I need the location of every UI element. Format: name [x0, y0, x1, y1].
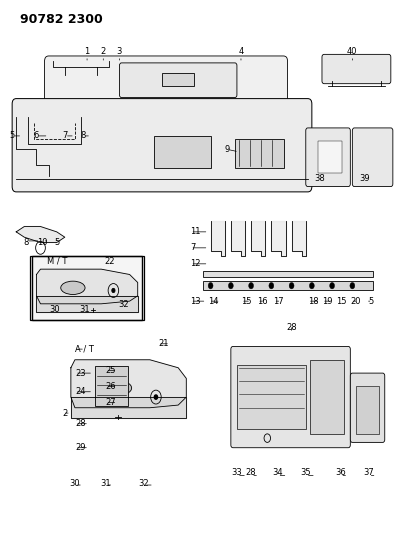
Polygon shape [292, 221, 306, 256]
Text: 15: 15 [336, 297, 347, 305]
FancyBboxPatch shape [352, 128, 393, 187]
Bar [162, 73, 194, 86]
Bar [154, 136, 211, 168]
Text: 30: 30 [49, 305, 60, 314]
Text: 33: 33 [232, 468, 242, 477]
Text: 10: 10 [37, 238, 48, 247]
Text: 32: 32 [118, 300, 129, 309]
Circle shape [249, 282, 254, 289]
Circle shape [289, 282, 294, 289]
Text: 37: 37 [363, 468, 374, 477]
FancyBboxPatch shape [306, 128, 350, 187]
Text: 5: 5 [10, 132, 15, 140]
Bar [202, 271, 373, 277]
Text: 26: 26 [105, 382, 116, 391]
Circle shape [154, 395, 158, 399]
Circle shape [208, 282, 213, 289]
Text: 28: 28 [75, 419, 85, 428]
Text: 25: 25 [105, 366, 116, 375]
Text: A / T: A / T [75, 345, 94, 353]
Circle shape [330, 282, 335, 289]
Text: 2: 2 [101, 47, 106, 56]
Circle shape [269, 282, 274, 289]
Circle shape [112, 288, 115, 293]
Polygon shape [71, 397, 186, 418]
Polygon shape [211, 221, 225, 256]
FancyBboxPatch shape [231, 346, 350, 448]
Ellipse shape [61, 281, 85, 294]
Text: 1: 1 [85, 47, 90, 56]
Text: 31: 31 [80, 305, 90, 314]
Text: 40: 40 [347, 47, 358, 56]
FancyBboxPatch shape [45, 56, 288, 104]
Bar [235, 139, 284, 168]
Bar [310, 360, 344, 434]
FancyBboxPatch shape [119, 63, 237, 98]
Bar [202, 281, 373, 290]
FancyBboxPatch shape [12, 99, 312, 192]
Text: 19: 19 [322, 297, 333, 305]
Text: 13: 13 [190, 297, 201, 305]
Text: 14: 14 [209, 297, 219, 305]
Text: 9: 9 [224, 145, 229, 154]
Text: 2: 2 [63, 409, 68, 417]
Circle shape [228, 282, 233, 289]
Polygon shape [16, 227, 65, 243]
Text: 30: 30 [70, 479, 80, 488]
Text: 36: 36 [335, 468, 345, 477]
Text: 27: 27 [105, 398, 116, 407]
Text: 90782 2300: 90782 2300 [20, 13, 103, 26]
Text: 20: 20 [350, 297, 361, 305]
Text: 7: 7 [190, 244, 196, 252]
Text: 24: 24 [75, 387, 85, 396]
Text: 6: 6 [34, 132, 39, 140]
Text: 16: 16 [257, 297, 268, 305]
Text: 23: 23 [75, 369, 85, 377]
Bar [356, 386, 379, 434]
Bar [318, 141, 342, 173]
Text: 12: 12 [190, 260, 201, 268]
Text: 18: 18 [308, 297, 318, 305]
Bar [95, 366, 128, 406]
Polygon shape [71, 360, 186, 408]
Text: M / T: M / T [47, 257, 67, 265]
Text: 15: 15 [241, 297, 252, 305]
Polygon shape [271, 221, 286, 256]
Circle shape [350, 282, 355, 289]
Bar [237, 365, 306, 429]
Text: 34: 34 [272, 468, 283, 477]
Text: 29: 29 [75, 443, 85, 452]
Text: 22: 22 [104, 257, 115, 265]
Text: 11: 11 [190, 228, 201, 236]
Polygon shape [251, 221, 265, 256]
Text: 31: 31 [100, 479, 111, 488]
Text: 21: 21 [158, 340, 168, 348]
Text: 35: 35 [301, 468, 311, 477]
Text: 39: 39 [359, 174, 370, 183]
Polygon shape [36, 269, 138, 304]
Text: 5: 5 [54, 238, 59, 247]
FancyBboxPatch shape [322, 54, 391, 84]
Ellipse shape [103, 381, 132, 395]
Text: 32: 32 [139, 479, 149, 488]
Polygon shape [231, 221, 245, 256]
FancyBboxPatch shape [350, 373, 385, 442]
Bar [30, 256, 144, 320]
Text: 28: 28 [246, 468, 256, 477]
Circle shape [309, 282, 314, 289]
Text: 17: 17 [273, 297, 284, 305]
Text: 38: 38 [315, 174, 325, 183]
Bar [32, 256, 142, 320]
Text: 8: 8 [23, 238, 29, 247]
Text: 8: 8 [80, 132, 86, 140]
Text: 4: 4 [239, 47, 243, 56]
Text: 28: 28 [286, 324, 297, 332]
Text: 3: 3 [117, 47, 122, 56]
Polygon shape [36, 296, 138, 312]
Text: 5: 5 [369, 297, 374, 305]
Text: 7: 7 [62, 132, 68, 140]
